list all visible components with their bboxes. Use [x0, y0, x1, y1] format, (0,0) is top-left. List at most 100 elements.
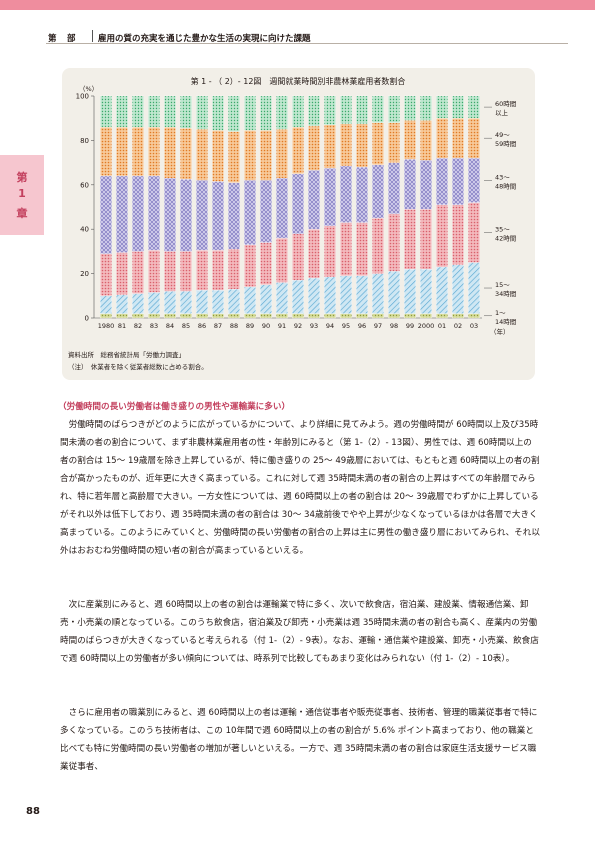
- bar-segment: [132, 251, 144, 294]
- bar-segment: [148, 95, 160, 128]
- bar-segment: [244, 286, 256, 314]
- bar-segment: [388, 213, 400, 272]
- bar-segment: [260, 242, 272, 285]
- bar-segment: [180, 291, 192, 314]
- x-tick-label: 83: [150, 322, 158, 330]
- x-tick-label: 02: [454, 322, 462, 330]
- bar-segment: [132, 126, 144, 177]
- bar-segment: [228, 313, 240, 319]
- x-tick-label: 98: [390, 322, 398, 330]
- x-tick-label: 93: [310, 322, 318, 330]
- bar-segment: [132, 95, 144, 128]
- x-tick-label: 1980: [98, 322, 115, 330]
- paragraph: 労働時間のばらつきがどのように広がっているかについて、より詳細に見てみよう。週の…: [60, 420, 540, 556]
- bar-segment: [356, 166, 368, 223]
- figure-note: （注） 休業者を除く従業者総数に占める割合。: [68, 362, 208, 371]
- bar-segment: [116, 175, 128, 253]
- bar-segment: [324, 225, 336, 278]
- bar-segment: [388, 122, 400, 163]
- bar-segment: [404, 313, 416, 319]
- header-rule: [46, 43, 568, 44]
- bar-segment: [244, 313, 256, 319]
- bar-segment: [436, 204, 448, 268]
- bar-segment: [276, 282, 288, 314]
- bar-segment: [212, 130, 224, 182]
- bar-segment: [244, 130, 256, 181]
- bar-segment: [260, 130, 272, 181]
- bar-segment: [148, 250, 160, 293]
- bar-segment: [452, 95, 464, 119]
- page-number: 88: [26, 806, 40, 817]
- bar-segment: [196, 180, 208, 251]
- x-tick-label: 97: [374, 322, 382, 330]
- legend-label: 48時間: [495, 182, 516, 190]
- legend-label: 59時間: [495, 140, 516, 148]
- bar-segment: [180, 128, 192, 180]
- bar-segment: [164, 251, 176, 292]
- legend: 60時間以上 49～59時間 43～48時間 35～42時間 15～34時間 1～14時間: [484, 100, 516, 326]
- bar-segment: [452, 313, 464, 319]
- bar-segment: [404, 269, 416, 314]
- bar-segment: [260, 284, 272, 314]
- bar-segment: [276, 237, 288, 283]
- bar-segment: [292, 280, 304, 314]
- bar-segment: [436, 266, 448, 314]
- bar-segment: [436, 95, 448, 119]
- bar-segment: [308, 313, 320, 319]
- bar-segment: [180, 251, 192, 292]
- bar-segment: [308, 170, 320, 230]
- bar-segment: [324, 313, 336, 319]
- bar-segment: [116, 126, 128, 177]
- bar-segment: [388, 313, 400, 319]
- x-tick-label: 91: [278, 322, 286, 330]
- bar-segment: [356, 222, 368, 276]
- bar-segment: [388, 95, 400, 123]
- bar-segment: [228, 182, 240, 250]
- x-tick-label: 03: [470, 322, 478, 330]
- bar-segment: [420, 269, 432, 314]
- bar-segment: [324, 168, 336, 227]
- stacked-bar-chart: 第 1 - （ 2）- 12図 週間就業時間別非農林業雇用者数割合 （%） 02…: [68, 76, 516, 371]
- bar-segment: [468, 202, 480, 263]
- bar-segment: [100, 95, 112, 128]
- x-tick-label: 81: [118, 322, 126, 330]
- x-tick-label: 87: [214, 322, 222, 330]
- bar-segment: [356, 123, 368, 168]
- y-tick-label: 100: [76, 93, 89, 101]
- bar-segment: [388, 271, 400, 314]
- bar-segment: [164, 126, 176, 179]
- x-tick-label: 88: [230, 322, 238, 330]
- bar-segment: [100, 253, 112, 296]
- y-tick-label: 80: [80, 137, 89, 145]
- x-axis-unit: （年）: [490, 327, 510, 336]
- legend-label: 43～: [495, 173, 510, 181]
- x-tick-label: 94: [326, 322, 334, 330]
- part-label: 第 部: [48, 34, 77, 44]
- bar-segment: [308, 125, 320, 171]
- x-tick-label: 85: [182, 322, 190, 330]
- bar-segment: [308, 95, 320, 127]
- bar-segment: [228, 249, 240, 290]
- bar-segment: [116, 294, 128, 314]
- bar-segment: [180, 179, 192, 252]
- bar-segment: [180, 95, 192, 129]
- bar-segment: [212, 290, 224, 314]
- bar-segment: [372, 313, 384, 319]
- bar-segment: [404, 159, 416, 210]
- top-color-band: [0, 0, 595, 10]
- bar-segment: [292, 95, 304, 128]
- bar-segment: [324, 276, 336, 314]
- bar-segment: [100, 126, 112, 177]
- bar-segment: [436, 158, 448, 205]
- bar-segment: [180, 313, 192, 319]
- legend-label: 35～: [495, 226, 510, 234]
- bar-segment: [420, 120, 432, 161]
- x-tick-label: 89: [246, 322, 254, 330]
- bar-segment: [244, 180, 256, 245]
- x-tick-label: 90: [262, 322, 270, 330]
- bar-segment: [228, 131, 240, 183]
- bar-segment: [452, 264, 464, 314]
- bar-segment: [340, 222, 352, 276]
- legend-label: 15～: [495, 281, 510, 289]
- bar-segment: [148, 175, 160, 251]
